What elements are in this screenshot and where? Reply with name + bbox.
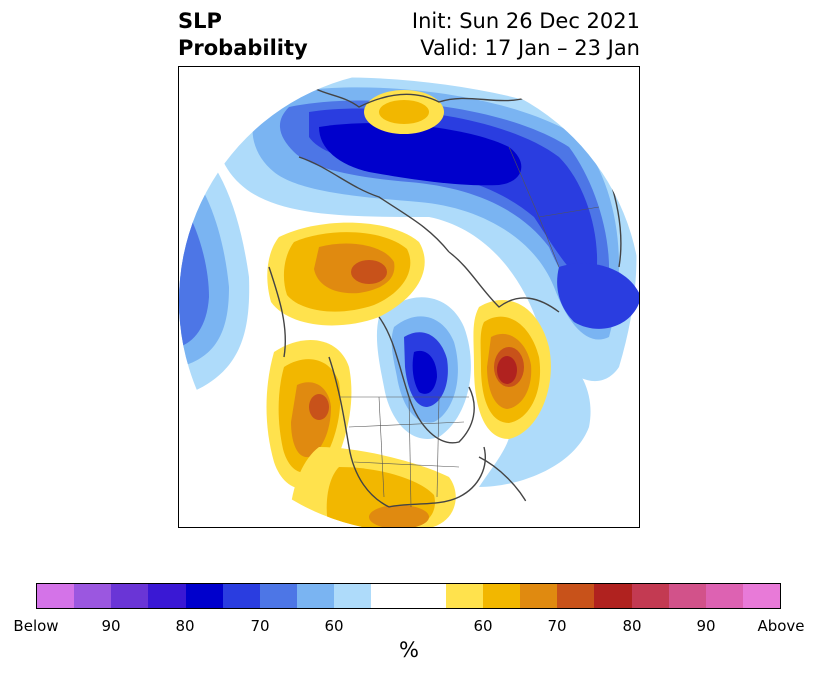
colorbar-swatch bbox=[371, 584, 409, 608]
colorbar-tick-label: 60 bbox=[324, 617, 344, 635]
colorbar-swatch bbox=[334, 584, 372, 608]
colorbar-swatch bbox=[482, 584, 521, 608]
below-region-north-atlantic bbox=[217, 77, 639, 382]
colorbar-swatch bbox=[37, 584, 75, 608]
colorbar-swatch bbox=[742, 584, 781, 608]
map-title-right: Init: Sun 26 Dec 2021 Valid: 17 Jan – 23… bbox=[412, 8, 640, 62]
borders bbox=[339, 146, 600, 508]
colorbar bbox=[36, 583, 781, 609]
colorbar-swatch bbox=[445, 584, 483, 608]
colorbar-tick-label: 80 bbox=[622, 617, 642, 635]
colorbar-unit-label: % bbox=[399, 638, 419, 662]
colorbar-swatch bbox=[705, 584, 743, 608]
colorbar-swatch bbox=[557, 584, 595, 608]
colorbar-swatch bbox=[259, 584, 298, 608]
colorbar-swatch bbox=[111, 584, 149, 608]
map-title-left: SLP Probability bbox=[178, 8, 308, 62]
colorbar-tick-label: Below bbox=[13, 617, 59, 635]
colorbar-swatch bbox=[222, 584, 260, 608]
title-variable: SLP bbox=[178, 9, 222, 33]
above-region-arctic bbox=[364, 90, 444, 134]
above-region-gulf bbox=[289, 447, 456, 527]
colorbar-swatch bbox=[297, 584, 335, 608]
valid-range: Valid: 17 Jan – 23 Jan bbox=[420, 36, 640, 60]
colorbar-tick-label: Above bbox=[757, 617, 805, 635]
title-field: Probability bbox=[178, 36, 308, 60]
colorbar-swatch bbox=[631, 584, 669, 608]
init-date: Init: Sun 26 Dec 2021 bbox=[411, 9, 640, 33]
colorbar-tick-label: 90 bbox=[101, 617, 121, 635]
above-region-greenland bbox=[473, 300, 551, 439]
polar-map bbox=[179, 70, 639, 527]
colorbar-tick-label: 80 bbox=[175, 617, 195, 635]
probability-field bbox=[179, 70, 639, 527]
colorbar-tick-label: 90 bbox=[696, 617, 716, 635]
colorbar-swatch bbox=[185, 584, 223, 608]
colorbar-swatch bbox=[408, 584, 446, 608]
colorbar-tick-label: 60 bbox=[473, 617, 493, 635]
colorbar-swatch bbox=[148, 584, 186, 608]
above-region-siberia bbox=[267, 222, 425, 326]
colorbar-swatch bbox=[520, 584, 558, 608]
colorbar-tick-label: 70 bbox=[250, 617, 270, 635]
colorbar-tick-label: 70 bbox=[547, 617, 567, 635]
map-panel bbox=[178, 66, 640, 528]
colorbar-swatch bbox=[668, 584, 706, 608]
colorbar-swatch bbox=[594, 584, 632, 608]
colorbar-swatch bbox=[74, 584, 112, 608]
